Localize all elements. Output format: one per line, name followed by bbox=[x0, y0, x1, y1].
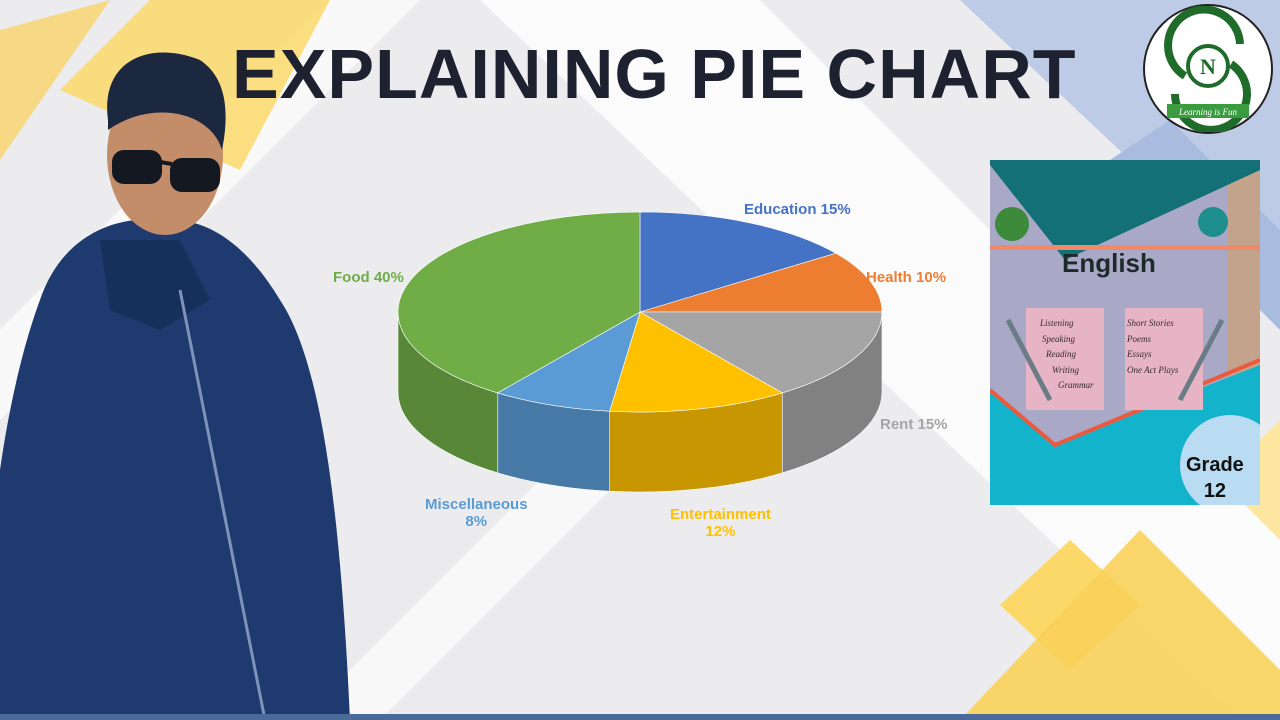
label-miscellaneous: Miscellaneous 8% bbox=[425, 496, 528, 530]
pie-slice-miscellaneous bbox=[496, 311, 641, 412]
book-right-list: Short Stories Poems Essays One Act Plays bbox=[1127, 316, 1178, 378]
logo-letter: N bbox=[1200, 54, 1216, 79]
grade-number: 12 bbox=[1203, 480, 1227, 502]
label-miscellaneous-value: 8% bbox=[465, 513, 488, 530]
book-cover: English Listening Speaking Reading Writi… bbox=[990, 160, 1260, 505]
book-cover-art bbox=[990, 160, 1260, 505]
pie-slice-food bbox=[397, 211, 641, 394]
book-list-item: Poems bbox=[1127, 333, 1151, 344]
book-list-item: Listening bbox=[1040, 318, 1074, 328]
grade-label: Grade bbox=[1186, 454, 1244, 476]
logo-ribbon-text: Learning is Fun bbox=[1178, 107, 1238, 117]
pie-slice-education bbox=[639, 211, 837, 313]
book-list-item: Reading bbox=[1046, 349, 1076, 359]
bottom-bar bbox=[0, 714, 1280, 720]
label-entertainment-name: Entertainment bbox=[670, 506, 771, 523]
label-education: Education 15% bbox=[744, 201, 851, 218]
book-title: English bbox=[1062, 248, 1156, 278]
label-entertainment-value: 12% bbox=[705, 523, 736, 540]
page-title: EXPLAINING PIE CHART bbox=[232, 35, 1077, 113]
label-rent: Rent 15% bbox=[880, 416, 948, 433]
book-list-item: One Act Plays bbox=[1127, 364, 1179, 375]
book-list-item: Grammar bbox=[1058, 380, 1094, 390]
label-food: Food 40% bbox=[333, 269, 404, 286]
book-list-item: Short Stories bbox=[1127, 318, 1174, 328]
pie-slice-health bbox=[639, 252, 883, 313]
book-list-item: Writing bbox=[1052, 364, 1080, 375]
book-left-list: Listening Speaking Reading Writing Gramm… bbox=[1040, 316, 1094, 394]
pie-slice-entertainment bbox=[609, 311, 784, 413]
label-health: Health 10% bbox=[866, 269, 947, 286]
label-entertainment: Entertainment 12% bbox=[670, 506, 771, 540]
grade-badge: Grade 12 bbox=[1186, 452, 1244, 504]
pie-slice-rent bbox=[638, 311, 883, 394]
label-miscellaneous-name: Miscellaneous bbox=[425, 496, 528, 513]
logo-emblem: N Learning is Fun bbox=[1164, 5, 1251, 134]
book-list-item: Essays bbox=[1127, 349, 1152, 359]
book-list-item: Speaking bbox=[1042, 333, 1075, 344]
channel-logo: N Learning is Fun bbox=[1143, 4, 1273, 134]
